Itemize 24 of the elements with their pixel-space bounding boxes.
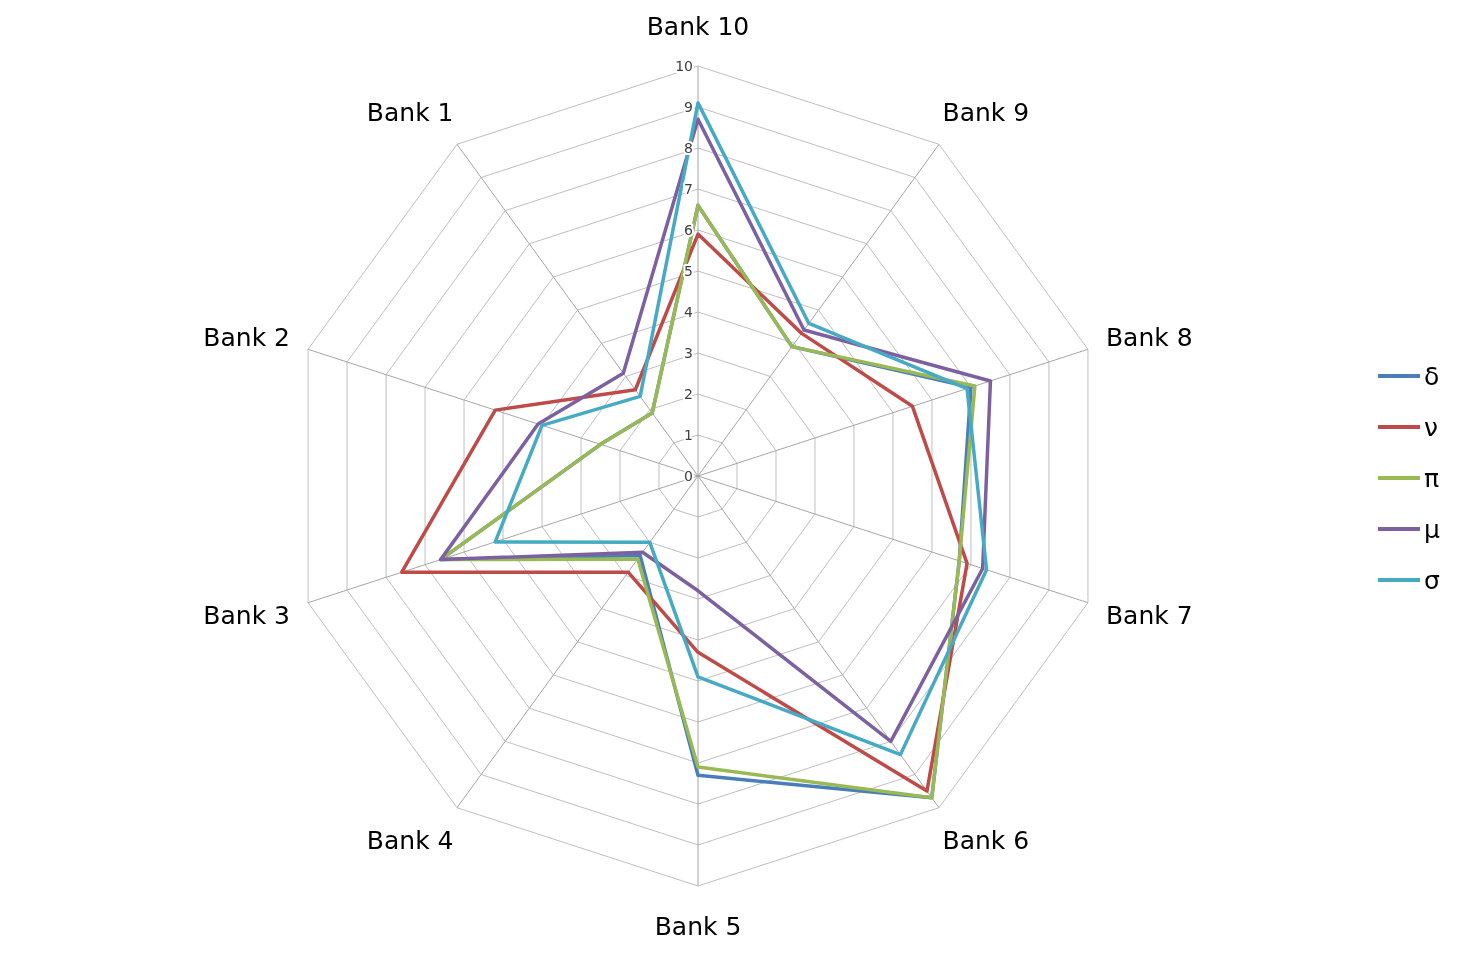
y-tick-label: 2 <box>684 386 693 402</box>
y-tick-label: 3 <box>684 345 693 361</box>
legend-label: μ <box>1424 515 1440 544</box>
y-tick-label: 9 <box>684 99 693 115</box>
spoke-label: Bank 7 <box>1105 601 1193 631</box>
spoke-label: Bank 1 <box>366 97 454 127</box>
legend-label: ν <box>1424 413 1438 442</box>
y-tick-label: 4 <box>684 304 694 320</box>
y-tick-label: 10 <box>675 58 693 74</box>
legend-label: δ <box>1424 362 1440 391</box>
spoke-label: Bank 5 <box>654 912 742 941</box>
y-tick-label: 0 <box>684 468 693 484</box>
y-tick-label: 5 <box>684 263 693 279</box>
spoke-label: Bank 3 <box>203 601 291 631</box>
spoke-label: Bank 6 <box>942 826 1030 856</box>
spoke-label: Bank 9 <box>942 97 1030 127</box>
spoke-label: Bank 8 <box>1105 322 1193 352</box>
spoke-label: Bank 4 <box>366 826 454 856</box>
y-tick-label: 7 <box>684 181 693 197</box>
legend-label: π <box>1424 464 1440 493</box>
spoke-label: Bank 10 <box>646 12 750 41</box>
legend-label: σ <box>1424 566 1440 595</box>
spoke-label: Bank 2 <box>203 322 291 352</box>
y-tick-label: 1 <box>684 427 693 443</box>
